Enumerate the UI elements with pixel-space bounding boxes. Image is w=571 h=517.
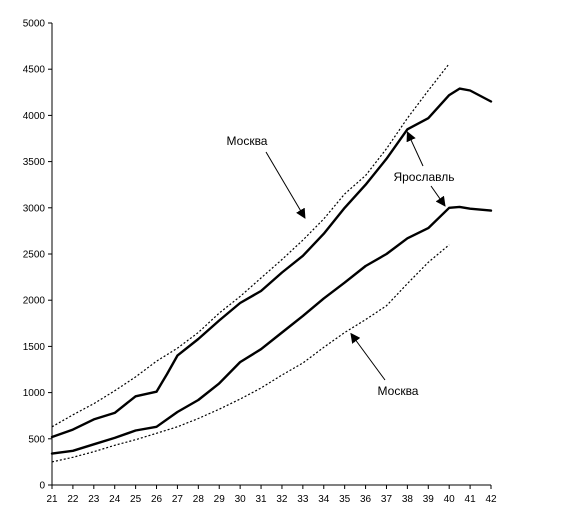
y-tick-label: 5000	[23, 19, 46, 30]
x-tick-label: 37	[381, 494, 393, 505]
chart-annotations: Москва Ярославль Москва	[227, 131, 455, 398]
annotation-arrow-moskva-upper	[265, 151, 306, 219]
x-tick-label: 34	[318, 494, 330, 505]
x-tick-label: 27	[172, 494, 184, 505]
y-tick-label: 1500	[23, 342, 46, 353]
y-tick-label: 1000	[23, 388, 46, 399]
chart-axes: 0 500 1000 1500 2000 2500 3000 3500 4000 4500 5000…	[23, 19, 497, 506]
y-tick-label: 2000	[23, 296, 46, 307]
x-tick-label: 21	[46, 494, 58, 505]
x-tick-label: 36	[360, 494, 372, 505]
x-tick-label: 29	[214, 494, 226, 505]
annotation-arrow-moskva-lower	[350, 332, 386, 381]
x-tick-label: 38	[402, 494, 414, 505]
x-tick-label: 42	[485, 494, 497, 505]
series-line-0	[50, 87, 493, 439]
y-tick-label: 0	[39, 481, 45, 492]
x-tick-label: 41	[465, 494, 477, 505]
x-tick-label: 39	[423, 494, 435, 505]
annotation-label-moskva-lower: Москва	[378, 384, 419, 398]
x-tick-label: 35	[339, 494, 351, 505]
x-tick-label: 33	[297, 494, 309, 505]
x-tick-label: 23	[88, 494, 100, 505]
x-tick-label: 25	[130, 494, 142, 505]
y-tick-label: 3000	[23, 203, 46, 214]
y-tick-label: 4500	[23, 65, 46, 76]
x-tick-label: 40	[444, 494, 456, 505]
x-tick-label: 31	[255, 494, 267, 505]
x-tick-label: 32	[276, 494, 288, 505]
x-tick-label: 30	[235, 494, 247, 505]
annotation-arrow-yaroslavl-upper	[406, 131, 424, 167]
series-line-3	[51, 244, 450, 463]
x-tick-label: 22	[67, 494, 79, 505]
y-tick-label: 500	[28, 434, 45, 445]
annotation-arrow-yaroslavl-lower	[430, 185, 446, 207]
y-tick-label: 2500	[23, 250, 46, 261]
x-tick-label: 28	[193, 494, 205, 505]
x-tick-label: 26	[151, 494, 163, 505]
x-tick-label: 24	[109, 494, 121, 505]
series-line-2	[51, 63, 450, 428]
annotation-label-moskva-upper: Москва	[227, 134, 268, 148]
y-tick-label: 3500	[23, 157, 46, 168]
chart-series	[50, 63, 493, 463]
y-tick-label: 4000	[23, 111, 46, 122]
series-line-1	[50, 205, 493, 455]
annotation-label-yaroslavl: Ярославль	[393, 170, 454, 184]
